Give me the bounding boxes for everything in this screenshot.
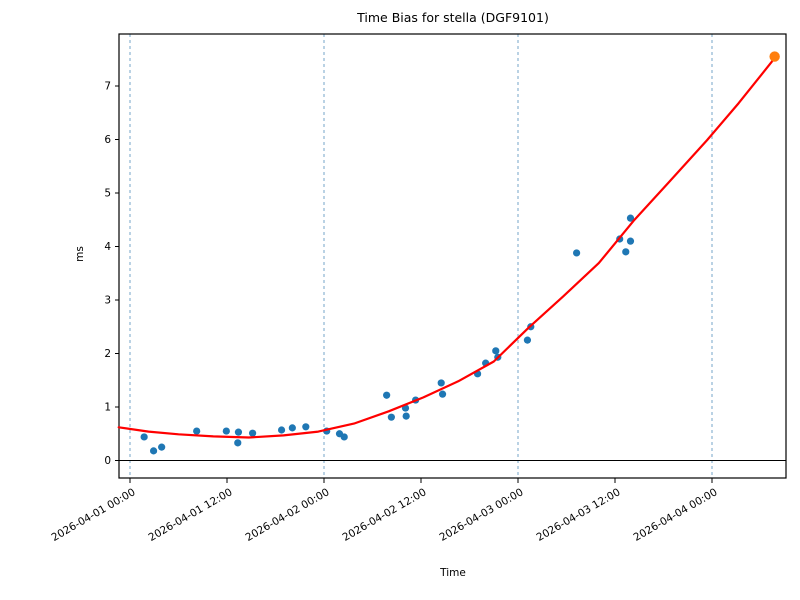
y-tick-label: 6 bbox=[104, 134, 111, 146]
chart-title: Time Bias for stella (DGF9101) bbox=[357, 10, 549, 25]
x-tick-label: 2026-04-01 00:00 bbox=[50, 486, 138, 544]
y-tick-label: 2 bbox=[104, 348, 111, 360]
bias-measurements-point bbox=[622, 248, 630, 256]
latest-measurement-point bbox=[769, 51, 780, 62]
x-tick-label: 2026-04-02 00:00 bbox=[244, 486, 332, 544]
bias-measurements-point bbox=[288, 424, 296, 432]
bias-measurements-point bbox=[234, 439, 242, 447]
y-tick-label: 4 bbox=[104, 241, 111, 253]
y-tick-label: 0 bbox=[104, 455, 111, 467]
x-tick-label: 2026-04-03 00:00 bbox=[438, 486, 526, 544]
bias-measurements-point bbox=[149, 447, 158, 455]
fit-curve bbox=[117, 55, 777, 439]
bias-measurements-point bbox=[140, 433, 148, 441]
x-tick-label: 2026-04-01 12:00 bbox=[147, 486, 235, 544]
bias-measurements-point bbox=[302, 423, 310, 431]
bias-measurements-point bbox=[438, 390, 447, 398]
bias-measurements-point bbox=[158, 443, 166, 451]
y-tick-label: 3 bbox=[104, 295, 111, 307]
bias-measurements-point bbox=[387, 413, 395, 421]
bias-measurements-point bbox=[340, 433, 348, 441]
x-axis-label: Time bbox=[440, 567, 466, 579]
y-tick-label: 7 bbox=[104, 81, 111, 93]
x-tick-label: 2026-04-02 12:00 bbox=[341, 486, 429, 544]
bias-measurements-point bbox=[248, 429, 257, 437]
bias-measurements-point bbox=[222, 427, 230, 435]
bias-measurements-point bbox=[437, 379, 445, 387]
bias-measurements-point bbox=[193, 427, 201, 435]
bias-measurements-point bbox=[573, 249, 581, 257]
bias-measurements-point bbox=[383, 391, 391, 399]
y-tick-label: 1 bbox=[104, 402, 111, 414]
bias-measurements-point bbox=[492, 347, 500, 355]
bias-measurements-point bbox=[626, 237, 635, 245]
bias-measurements-point bbox=[626, 214, 635, 222]
bias-measurements-point bbox=[402, 412, 410, 420]
y-tick-label: 5 bbox=[104, 188, 111, 200]
axes-spines bbox=[118, 33, 787, 479]
bias-measurements-point bbox=[523, 336, 532, 344]
x-tick-label: 2026-04-03 12:00 bbox=[535, 486, 623, 544]
bias-measurements-point bbox=[277, 426, 286, 434]
bias-measurements-point bbox=[234, 428, 243, 436]
x-tick-label: 2026-04-04 00:00 bbox=[632, 486, 720, 544]
y-axis-label: ms bbox=[73, 246, 86, 262]
